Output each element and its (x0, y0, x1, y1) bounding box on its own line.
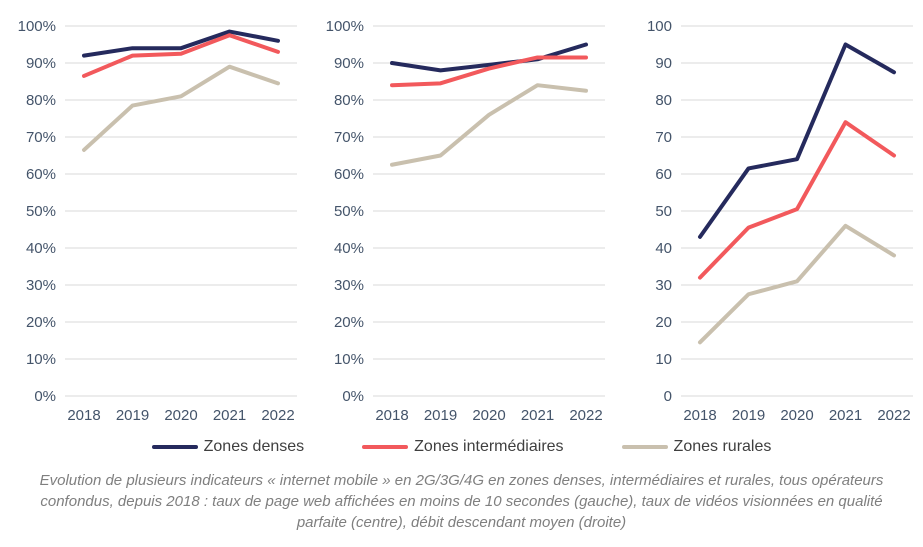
y-tick-label: 60% (25, 166, 55, 183)
y-tick-label: 90% (333, 55, 363, 72)
y-tick-label: 100% (325, 18, 363, 35)
x-tick-label: 2019 (115, 407, 148, 424)
x-tick-label: 2020 (780, 407, 813, 424)
y-tick-label: 50% (333, 203, 363, 220)
y-tick-label: 30% (333, 277, 363, 294)
y-tick-label: 0% (34, 388, 56, 405)
series-line (697, 42, 896, 239)
y-tick-label: 70% (333, 129, 363, 146)
series-line (389, 55, 588, 88)
series-line (697, 223, 896, 345)
x-tick-label: 2020 (164, 407, 197, 424)
x-tick-label: 2018 (683, 407, 716, 424)
y-tick-label: 70% (25, 129, 55, 146)
legend-item-zones-rurales: Zones rurales (621, 438, 772, 456)
y-tick-label: 30% (25, 277, 55, 294)
y-tick-label: 20 (655, 314, 672, 331)
series-line (81, 64, 280, 152)
y-tick-label: 80 (655, 92, 672, 109)
legend-item-zones-intermediaires: Zones intermédiaires (362, 438, 564, 456)
legend-label-zones-rurales: Zones rurales (673, 438, 772, 455)
x-tick-label: 2021 (520, 407, 553, 424)
x-tick-label: 2019 (423, 407, 456, 424)
chart-web-page-speed: 0% 10% 20% 30% 40% 50% 60% 70% 80% 90% 100% 2018 201… (3, 6, 305, 430)
chart-video-quality-svg: 0% 10% 20% 30% 40% 50% 60% 70% 80% 90% 100% 2018 201… (325, 18, 605, 424)
y-tick-label: 100% (17, 18, 55, 35)
legend-label-zones-denses: Zones denses (203, 438, 305, 455)
chart-download-speed-svg: 0 10 20 30 40 50 60 70 80 90 100 2018 2019 2020 2021 20… (646, 18, 913, 424)
y-tick-label: 90% (25, 55, 55, 72)
legend-swatch-zones-intermediaires (362, 445, 409, 449)
chart-download-speed: 0 10 20 30 40 50 60 70 80 90 100 2018 2019 2020 2021 20… (619, 6, 921, 430)
x-tick-label: 2018 (375, 407, 408, 424)
x-tick-label: 2022 (569, 407, 602, 424)
chart-video-quality: 0% 10% 20% 30% 40% 50% 60% 70% 80% 90% 100% 2018 201… (311, 6, 613, 430)
y-tick-label: 70 (655, 129, 672, 146)
y-tick-label: 100 (646, 18, 671, 35)
y-tick-label: 40% (333, 240, 363, 257)
series-line (697, 120, 896, 280)
y-tick-label: 10% (25, 351, 55, 368)
y-tick-label: 60% (333, 166, 363, 183)
legend: Zones denses Zones intermédiaires Zones … (0, 434, 923, 460)
charts-row: 0% 10% 20% 30% 40% 50% 60% 70% 80% 90% 100% 2018 201… (0, 6, 923, 430)
legend-item-zones-denses: Zones denses (151, 438, 305, 456)
series-line (389, 83, 588, 167)
y-tick-label: 60 (655, 166, 672, 183)
y-tick-label: 90 (655, 55, 672, 72)
series-line (81, 33, 280, 78)
y-tick-label: 80% (25, 92, 55, 109)
x-tick-label: 2022 (261, 407, 294, 424)
y-tick-label: 20% (25, 314, 55, 331)
y-tick-label: 80% (333, 92, 363, 109)
x-tick-label: 2022 (877, 407, 910, 424)
x-tick-label: 2021 (212, 407, 245, 424)
y-tick-label: 10 (655, 351, 672, 368)
y-tick-label: 0 (663, 388, 671, 405)
legend-swatch-zones-rurales (621, 445, 668, 449)
y-tick-label: 30 (655, 277, 672, 294)
legend-label-zones-intermediaires: Zones intermédiaires (414, 438, 564, 455)
y-tick-label: 0% (342, 388, 364, 405)
y-tick-label: 40 (655, 240, 672, 257)
y-tick-label: 50% (25, 203, 55, 220)
y-tick-label: 20% (333, 314, 363, 331)
y-tick-label: 50 (655, 203, 672, 220)
x-tick-label: 2018 (67, 407, 100, 424)
x-tick-label: 2020 (472, 407, 505, 424)
x-tick-label: 2021 (828, 407, 861, 424)
series-line (389, 42, 588, 73)
x-tick-label: 2019 (731, 407, 764, 424)
series-line (81, 29, 280, 58)
y-tick-label: 10% (333, 351, 363, 368)
y-tick-label: 40% (25, 240, 55, 257)
chart-web-page-speed-svg: 0% 10% 20% 30% 40% 50% 60% 70% 80% 90% 100% 2018 201… (17, 18, 297, 424)
legend-swatch-zones-denses (151, 445, 198, 449)
figure-caption: Evolution de plusieurs indicateurs « int… (39, 472, 884, 531)
